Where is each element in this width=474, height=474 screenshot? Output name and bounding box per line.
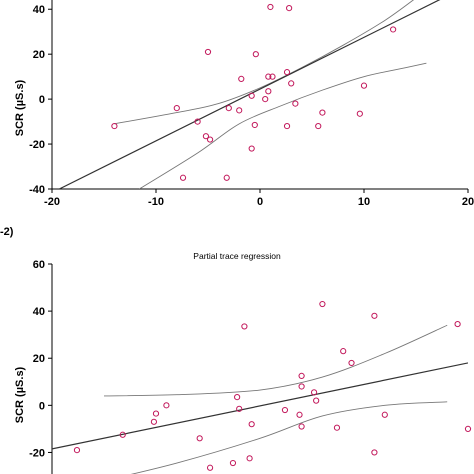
panel-top-data-point: [252, 51, 259, 58]
panel-top-data-point: [360, 82, 368, 89]
panel-bottom-data-point: [319, 300, 326, 308]
panel-bottom-data-point: [340, 348, 347, 355]
panel-top-x-tick-label: 20: [462, 196, 474, 208]
panel-bottom-data-point: [296, 411, 303, 418]
panel-bottom-data-point: [371, 312, 378, 319]
panel-top-y-tick-label: -20: [29, 139, 45, 151]
panel-top-y-tick-label: 0: [39, 94, 45, 106]
panel-bottom-y-axis-title: SCR (µS.s): [14, 366, 26, 423]
panel-top-regression-line: [59, 0, 441, 189]
panel-top-x-tick-label: -20: [44, 196, 60, 208]
panel-bottom-y-tick-label: -20: [29, 447, 45, 459]
panel-top-data-point: [173, 105, 180, 112]
panel-bottom-data-point: [454, 320, 461, 328]
panel-top-data-point: [248, 92, 255, 99]
panel-top-data-point: [262, 96, 269, 103]
panel-bottom-data-point: [196, 435, 203, 442]
panel-top-data-point: [283, 69, 291, 76]
panel-bottom-data-point: [229, 459, 237, 467]
panel-top-y-tick-label: 20: [33, 49, 45, 61]
panel-bottom-y-tick-label: 20: [33, 353, 45, 365]
panel-bottom-y-tick-label: 0: [39, 400, 45, 412]
panel-bottom: -2) Partial trace regression SCR (µS.s) …: [0, 226, 472, 474]
panel-top-data-point: [390, 26, 397, 33]
panel-top-ci-lower-band: [139, 62, 427, 189]
panel-bottom-data-point: [246, 455, 253, 462]
panel-top-data-point: [286, 5, 293, 12]
panel-top-data-point: [288, 80, 295, 87]
panel-bottom-data-point: [371, 449, 378, 456]
panel-top-data-point: [204, 48, 212, 56]
panel-bottom-data-point: [313, 397, 320, 404]
panel-top-data-point: [194, 118, 201, 125]
panel-top-y-tick-label: 40: [33, 4, 45, 16]
panel-bottom-y-tick-label: 40: [33, 306, 45, 318]
panel-top-data-point: [223, 174, 230, 181]
panel-top-data-point: [315, 122, 322, 130]
panel-bottom-data-point: [163, 402, 170, 409]
panel-top-data-point: [225, 105, 232, 112]
panel-bottom-data-point: [281, 406, 289, 414]
panel-top-data-point: [319, 109, 326, 116]
panel-bottom-data-point: [310, 389, 318, 396]
panel-top-data-point: [206, 136, 214, 143]
panel-top-data-point: [236, 107, 243, 114]
panel-bottom-data-point: [241, 323, 248, 330]
panel-bottom-data-point: [150, 418, 158, 425]
panel-bottom-data-point: [206, 464, 214, 471]
panel-top-data-point: [202, 133, 210, 140]
panel-bottom-data-point: [333, 424, 341, 431]
panel-top-data-point: [111, 122, 118, 130]
panel-top-data-point: [265, 73, 272, 80]
panel-bottom-data-point: [236, 405, 243, 412]
panel-bottom-data-point: [152, 410, 160, 417]
panel-bottom-data-point: [298, 383, 305, 390]
panel-top-x-tick-label: 10: [358, 196, 370, 208]
panel-top-data-point: [238, 75, 245, 82]
panel-bottom-data-point: [298, 372, 305, 379]
panel-top-data-point: [251, 121, 258, 129]
panel-bottom-ci-upper-band: [103, 324, 448, 397]
panel-top-data-point: [356, 110, 363, 117]
panel-bottom-data-point: [348, 359, 355, 367]
panel-top-data-point: [269, 73, 276, 80]
panel-bottom-data-point: [464, 425, 472, 432]
panel-top-x-tick-label: -10: [148, 196, 164, 208]
panel-top-ci-upper-band: [114, 0, 415, 125]
panel-bottom-title: Partial trace regression: [193, 251, 281, 261]
panel-bottom-label: -2): [0, 226, 14, 238]
panel-bottom-data-point: [73, 446, 81, 454]
panel-bottom-data-point: [119, 431, 126, 438]
panel-top-data-point: [292, 100, 299, 107]
panel-bottom-data-point: [381, 411, 388, 418]
panel-bottom-data-point: [248, 421, 255, 428]
panel-bottom-y-tick-label: 60: [33, 259, 45, 271]
panel-top-data-point: [283, 122, 291, 130]
panel-top-x-tick-label: 0: [257, 196, 263, 208]
panel-top-data-point: [248, 145, 255, 152]
panel-top-data-point: [179, 174, 187, 181]
panel-bottom-ci-lower-band: [130, 401, 448, 474]
panel-bottom-data-point: [298, 423, 305, 430]
panel-bottom-data-point: [234, 393, 241, 401]
panel-top-y-tick-label: -40: [29, 184, 45, 196]
panel-bottom-regression-line: [52, 362, 468, 450]
panel-top-y-axis-title: SCR (µS.s): [14, 79, 26, 136]
panel-top-data-point: [267, 3, 274, 11]
panel-top-data-point: [265, 88, 272, 95]
